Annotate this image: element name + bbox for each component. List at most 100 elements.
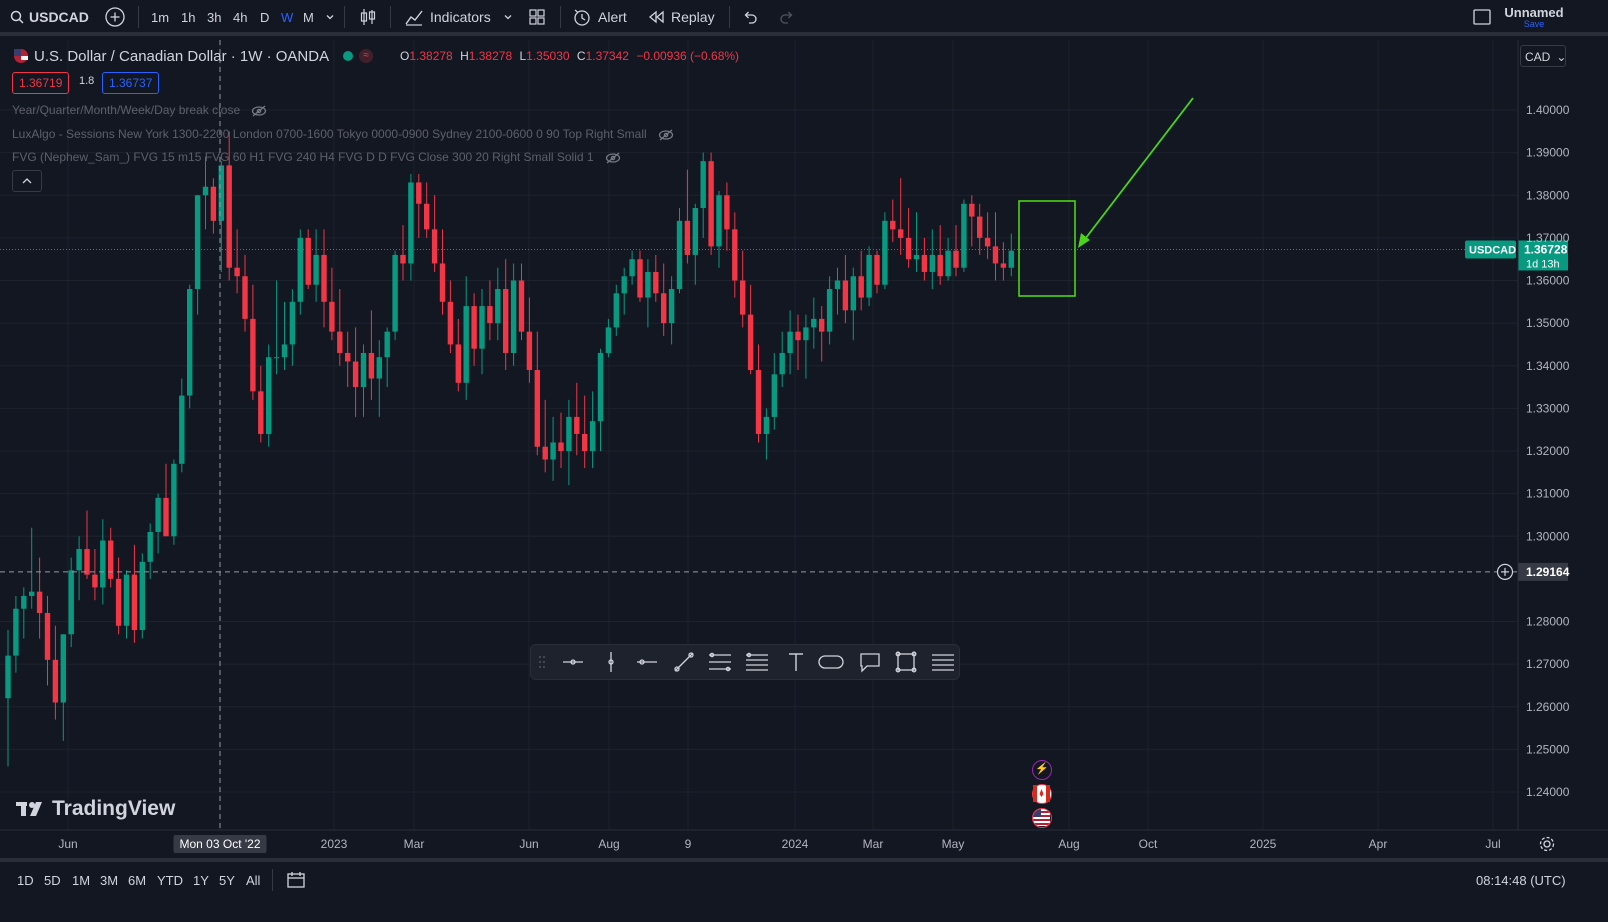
range-5y[interactable]: 5Y (219, 872, 235, 888)
range-1d[interactable]: 1D (17, 872, 34, 888)
candle-body (21, 595, 27, 609)
time-axis[interactable]: Jun Mon 03 Oct '22 2023 Mar Jun Aug 9 2024 Mar Ma… (0, 830, 1520, 856)
range-6m[interactable]: 6M (128, 872, 147, 888)
range-ytd[interactable]: YTD (157, 872, 183, 888)
indicators-button[interactable]: Indicators (404, 0, 491, 34)
layout-button[interactable] (528, 0, 546, 34)
layout-checkbox[interactable] (1472, 0, 1492, 34)
candle (787, 310, 793, 375)
series-title[interactable]: U.S. Dollar / Canadian Dollar · 1W · OAN… (34, 47, 330, 65)
candle-body (763, 416, 770, 434)
timeframe-m[interactable]: M (303, 9, 314, 25)
more-tools-icon[interactable] (932, 654, 954, 671)
collapse-legend-button[interactable] (12, 170, 42, 192)
candle-body (329, 301, 335, 332)
close-label: C (576, 49, 586, 63)
candle (653, 254, 659, 302)
symbol-search[interactable]: USDCAD (10, 0, 89, 34)
chart-type-button[interactable] (358, 0, 378, 34)
timeframe-d[interactable]: D (260, 9, 270, 25)
currency-selector[interactable]: CAD ⌄ (1520, 45, 1566, 67)
timeframe-w[interactable]: W (281, 9, 294, 25)
candle-body (755, 370, 762, 434)
parallel-channel-tool-icon[interactable] (709, 652, 731, 672)
candle-body (977, 216, 983, 238)
candle (266, 344, 272, 447)
timeframe-dropdown[interactable] (325, 0, 335, 34)
open-value: 1.38278 (409, 49, 453, 63)
range-all[interactable]: All (246, 872, 261, 888)
range-1m[interactable]: 1M (72, 872, 91, 888)
alert-button[interactable]: Alert (572, 0, 627, 34)
layout-name-button[interactable]: Unnamed Save (1503, 5, 1565, 29)
timeframe-1h[interactable]: 1h (181, 9, 196, 25)
eye-off-icon[interactable] (658, 129, 674, 141)
eye-off-icon[interactable] (251, 105, 267, 117)
candle-body (645, 271, 651, 298)
horizontal-line-tool-icon[interactable] (637, 659, 657, 665)
candle-body (771, 374, 777, 417)
candle-body (305, 237, 311, 285)
candle (115, 557, 122, 635)
candle (747, 284, 754, 375)
indicators-dropdown[interactable] (503, 0, 513, 34)
candle-body (187, 289, 193, 396)
candle (834, 267, 841, 315)
candle-body (297, 237, 303, 302)
price-tick-label: 1.38000 (1526, 188, 1570, 202)
candle (273, 280, 280, 375)
candle-body (826, 289, 833, 332)
text-tool-icon[interactable] (789, 653, 803, 671)
candle-body (360, 352, 367, 388)
chart-settings-button[interactable] (1538, 835, 1556, 856)
candle-body (732, 229, 738, 281)
candle (929, 229, 935, 290)
fib-retracement-tool-icon[interactable] (746, 652, 768, 671)
redo-button[interactable] (778, 0, 796, 34)
grid-layout-icon (529, 9, 545, 25)
candle (463, 276, 469, 400)
candle-body (455, 344, 461, 383)
horizontal-ray-tool-icon[interactable] (563, 659, 583, 665)
vertical-line-tool-icon[interactable] (608, 652, 614, 672)
timeframe-4h[interactable]: 4h (233, 9, 248, 25)
sell-price-button[interactable]: 1.36719 (12, 72, 70, 94)
candle-body (447, 301, 454, 345)
eye-off-icon[interactable] (605, 152, 621, 164)
tradingview-watermark[interactable]: TradingView (16, 797, 175, 821)
drag-handle-icon[interactable] (539, 656, 545, 668)
timeframe-3h[interactable]: 3h (207, 9, 222, 25)
range-3m[interactable]: 3M (100, 872, 119, 888)
callout-tool-icon[interactable] (818, 655, 844, 669)
compare-symbol-button[interactable] (104, 0, 126, 34)
comment-tool-icon[interactable] (860, 653, 880, 673)
timeframe-1m[interactable]: 1m (151, 9, 170, 25)
canada-flag-icon[interactable] (1032, 784, 1052, 804)
indicator-legend-2[interactable]: LuxAlgo - Sessions New York 1300-2200 Lo… (12, 127, 674, 141)
indicator-legend-3[interactable]: FVG (Nephew_Sam_) FVG 15 m15 FVG 60 H1 F… (12, 150, 621, 164)
candle-body (676, 220, 683, 290)
range-1y[interactable]: 1Y (193, 872, 209, 888)
clock-timezone[interactable]: 08:14:48 (UTC) (1476, 872, 1566, 888)
candle-body (858, 276, 864, 298)
trend-line-tool-icon[interactable] (674, 652, 694, 672)
buy-price-button[interactable]: 1.36737 (102, 72, 160, 94)
range-5d[interactable]: 5D (44, 872, 61, 888)
us-flag-icon[interactable] (1032, 808, 1052, 828)
rectangle-tool-icon[interactable] (895, 651, 917, 673)
candle (305, 229, 311, 290)
data-problem-icon[interactable]: ≈ (359, 49, 374, 63)
candle-body (471, 306, 477, 349)
price-tick-label: 1.26000 (1526, 700, 1570, 714)
candle-body (605, 327, 612, 353)
candle (574, 382, 580, 456)
lightning-event-icon[interactable]: ⚡ (1032, 760, 1052, 780)
candle (1000, 242, 1007, 281)
undo-button[interactable] (741, 0, 759, 34)
candle (984, 212, 991, 260)
replay-button[interactable]: Replay (648, 0, 715, 34)
candle (558, 412, 564, 469)
goto-date-button[interactable] (286, 862, 306, 898)
indicator-legend-1[interactable]: Year/Quarter/Month/Week/Day break close (12, 103, 267, 117)
market-status-dot[interactable] (343, 51, 354, 61)
